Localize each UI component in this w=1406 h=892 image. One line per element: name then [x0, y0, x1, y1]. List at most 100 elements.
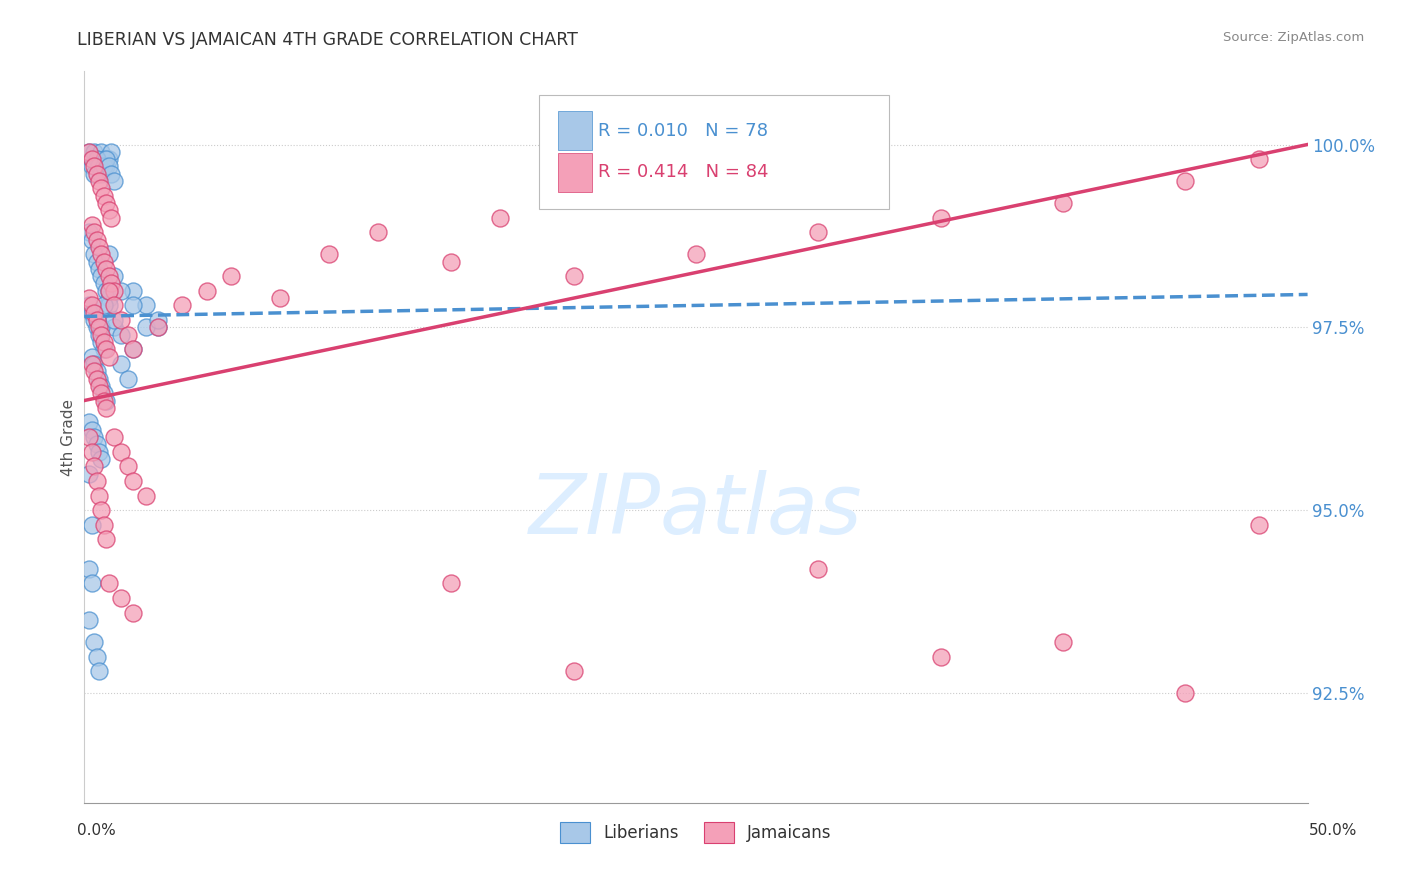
Point — [103, 430, 125, 444]
Point — [103, 313, 125, 327]
Point — [97, 291, 120, 305]
Point — [929, 649, 952, 664]
Point — [80, 576, 103, 591]
Point — [96, 393, 118, 408]
Point — [90, 452, 112, 467]
Point — [80, 306, 103, 320]
Point — [77, 145, 100, 159]
Point — [80, 233, 103, 247]
Point — [135, 298, 157, 312]
Point — [83, 160, 105, 174]
Point — [103, 284, 125, 298]
Point — [83, 247, 105, 261]
Point — [100, 277, 122, 291]
Point — [93, 152, 115, 166]
Point — [86, 152, 108, 166]
Point — [80, 160, 103, 174]
Point — [86, 649, 108, 664]
Point — [1052, 635, 1074, 649]
Point — [80, 152, 103, 166]
Point — [77, 145, 100, 159]
Point — [90, 145, 112, 159]
Point — [929, 211, 952, 225]
Point — [80, 423, 103, 437]
Point — [90, 503, 112, 517]
Point — [562, 664, 585, 678]
Point — [80, 517, 103, 532]
Point — [110, 327, 132, 342]
Point — [103, 269, 125, 284]
Point — [96, 343, 118, 357]
Point — [117, 371, 139, 385]
Point — [219, 269, 242, 284]
Point — [318, 247, 340, 261]
Point — [77, 562, 100, 576]
Point — [440, 254, 463, 268]
Point — [135, 320, 157, 334]
Point — [80, 444, 103, 458]
Point — [97, 298, 120, 312]
Point — [77, 613, 100, 627]
Point — [90, 386, 112, 401]
Point — [86, 474, 108, 488]
Text: R = 0.010   N = 78: R = 0.010 N = 78 — [598, 121, 768, 140]
Point — [77, 225, 100, 239]
Point — [93, 393, 115, 408]
FancyBboxPatch shape — [558, 153, 592, 192]
Point — [562, 269, 585, 284]
Point — [97, 152, 120, 166]
Point — [87, 160, 110, 174]
Text: LIBERIAN VS JAMAICAN 4TH GRADE CORRELATION CHART: LIBERIAN VS JAMAICAN 4TH GRADE CORRELATI… — [77, 31, 578, 49]
Point — [87, 664, 110, 678]
Point — [93, 160, 115, 174]
Point — [96, 196, 118, 211]
Point — [83, 459, 105, 474]
Point — [77, 467, 100, 481]
Point — [77, 430, 100, 444]
Point — [93, 343, 115, 357]
Point — [117, 327, 139, 342]
FancyBboxPatch shape — [540, 95, 889, 209]
Point — [97, 269, 120, 284]
Point — [1052, 196, 1074, 211]
Legend: Liberians, Jamaicans: Liberians, Jamaicans — [554, 815, 838, 849]
Point — [807, 562, 830, 576]
Point — [77, 291, 100, 305]
Point — [97, 284, 120, 298]
Point — [83, 357, 105, 371]
Point — [122, 284, 145, 298]
Point — [87, 379, 110, 393]
Point — [87, 371, 110, 385]
Point — [87, 327, 110, 342]
Point — [87, 444, 110, 458]
Point — [87, 160, 110, 174]
Point — [83, 145, 105, 159]
Point — [96, 152, 118, 166]
Point — [80, 152, 103, 166]
Point — [90, 167, 112, 181]
Point — [87, 489, 110, 503]
Point — [103, 298, 125, 312]
Point — [90, 320, 112, 334]
Text: R = 0.414   N = 84: R = 0.414 N = 84 — [598, 163, 769, 181]
Y-axis label: 4th Grade: 4th Grade — [60, 399, 76, 475]
Point — [122, 343, 145, 357]
Point — [77, 416, 100, 430]
Point — [122, 298, 145, 312]
Point — [146, 320, 169, 334]
Text: Source: ZipAtlas.com: Source: ZipAtlas.com — [1223, 31, 1364, 45]
Point — [83, 430, 105, 444]
Point — [1247, 152, 1270, 166]
Point — [83, 306, 105, 320]
Point — [90, 181, 112, 195]
Point — [86, 364, 108, 378]
Point — [93, 277, 115, 291]
Point — [135, 489, 157, 503]
Point — [172, 298, 194, 312]
Point — [86, 313, 108, 327]
Point — [83, 635, 105, 649]
Point — [146, 313, 169, 327]
Point — [96, 261, 118, 276]
FancyBboxPatch shape — [558, 111, 592, 151]
Point — [87, 320, 110, 334]
